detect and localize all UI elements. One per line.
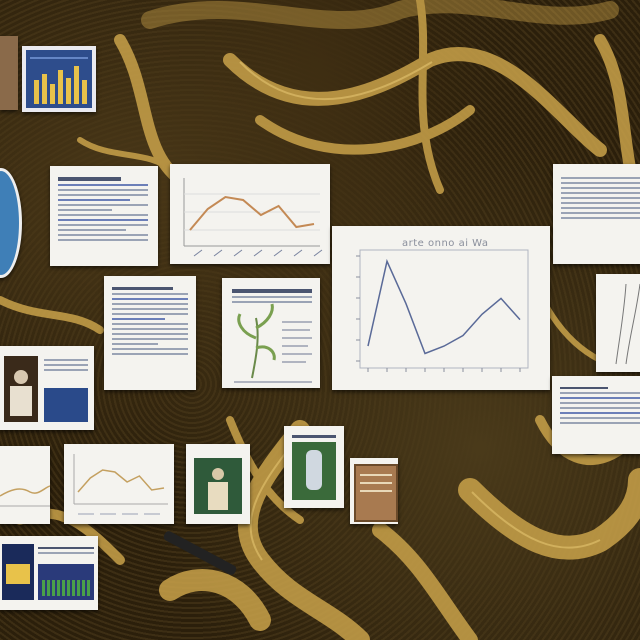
bar-mark	[66, 78, 71, 104]
portrait-photo	[4, 356, 38, 422]
bar-mark	[58, 70, 63, 104]
main-chart-title: arte onno ai Wa	[402, 238, 489, 249]
bar-chart-card	[22, 46, 96, 112]
photo-card-top-left	[0, 36, 18, 110]
green-plant-card	[284, 426, 344, 508]
main-line-chart-card: arte onno ai Wa	[332, 226, 550, 390]
bar-chart-svg	[30, 57, 88, 104]
main-chart-series-line	[367, 258, 521, 355]
green-portrait-image	[194, 458, 242, 514]
bottom-chart-series-line	[77, 469, 165, 493]
framed-photo	[354, 464, 398, 522]
x-tick-label-mark	[253, 249, 263, 257]
bar-mark	[82, 80, 87, 104]
x-tick-label-mark	[273, 249, 283, 257]
plant-photo	[292, 442, 336, 500]
plant-illustration-icon	[234, 303, 312, 383]
bar-mark	[34, 80, 39, 104]
bar-mark	[50, 84, 55, 104]
group-photo	[44, 388, 88, 422]
infographic-dark-panel	[2, 544, 34, 600]
fragment-chart-svg	[0, 485, 50, 507]
small-line-chart-svg	[183, 178, 323, 257]
framed-photo-card	[350, 458, 398, 524]
plant-illustration-document	[222, 278, 320, 388]
infographic-blue-panel	[38, 564, 94, 600]
right-partial-plot	[615, 283, 640, 365]
right-partial-card	[596, 274, 640, 372]
x-tick-label-mark	[193, 249, 203, 257]
photo-collage-card	[0, 346, 94, 430]
line-chart-card-bottom	[64, 444, 174, 524]
green-portrait-card	[186, 444, 250, 524]
x-tick-label-mark	[293, 249, 303, 257]
main-line-chart-svg	[356, 249, 529, 372]
text-document-2	[104, 276, 196, 390]
small-chart-series-line	[189, 195, 315, 231]
x-tick-label-mark	[213, 249, 223, 257]
infographic-card-bottom-left	[0, 536, 98, 610]
text-document-right-top	[553, 164, 640, 264]
x-tick-label-mark	[233, 249, 243, 257]
text-document-right-bottom	[552, 376, 640, 454]
text-document-1	[50, 166, 158, 266]
bar-mark	[42, 74, 47, 104]
chart-fragment-left	[0, 446, 50, 524]
x-tick-label-mark	[313, 249, 323, 257]
bar-chart-panel	[26, 50, 92, 108]
bar-mark	[74, 66, 79, 104]
bottom-line-chart-svg	[73, 454, 168, 515]
line-chart-card-small	[170, 164, 330, 264]
